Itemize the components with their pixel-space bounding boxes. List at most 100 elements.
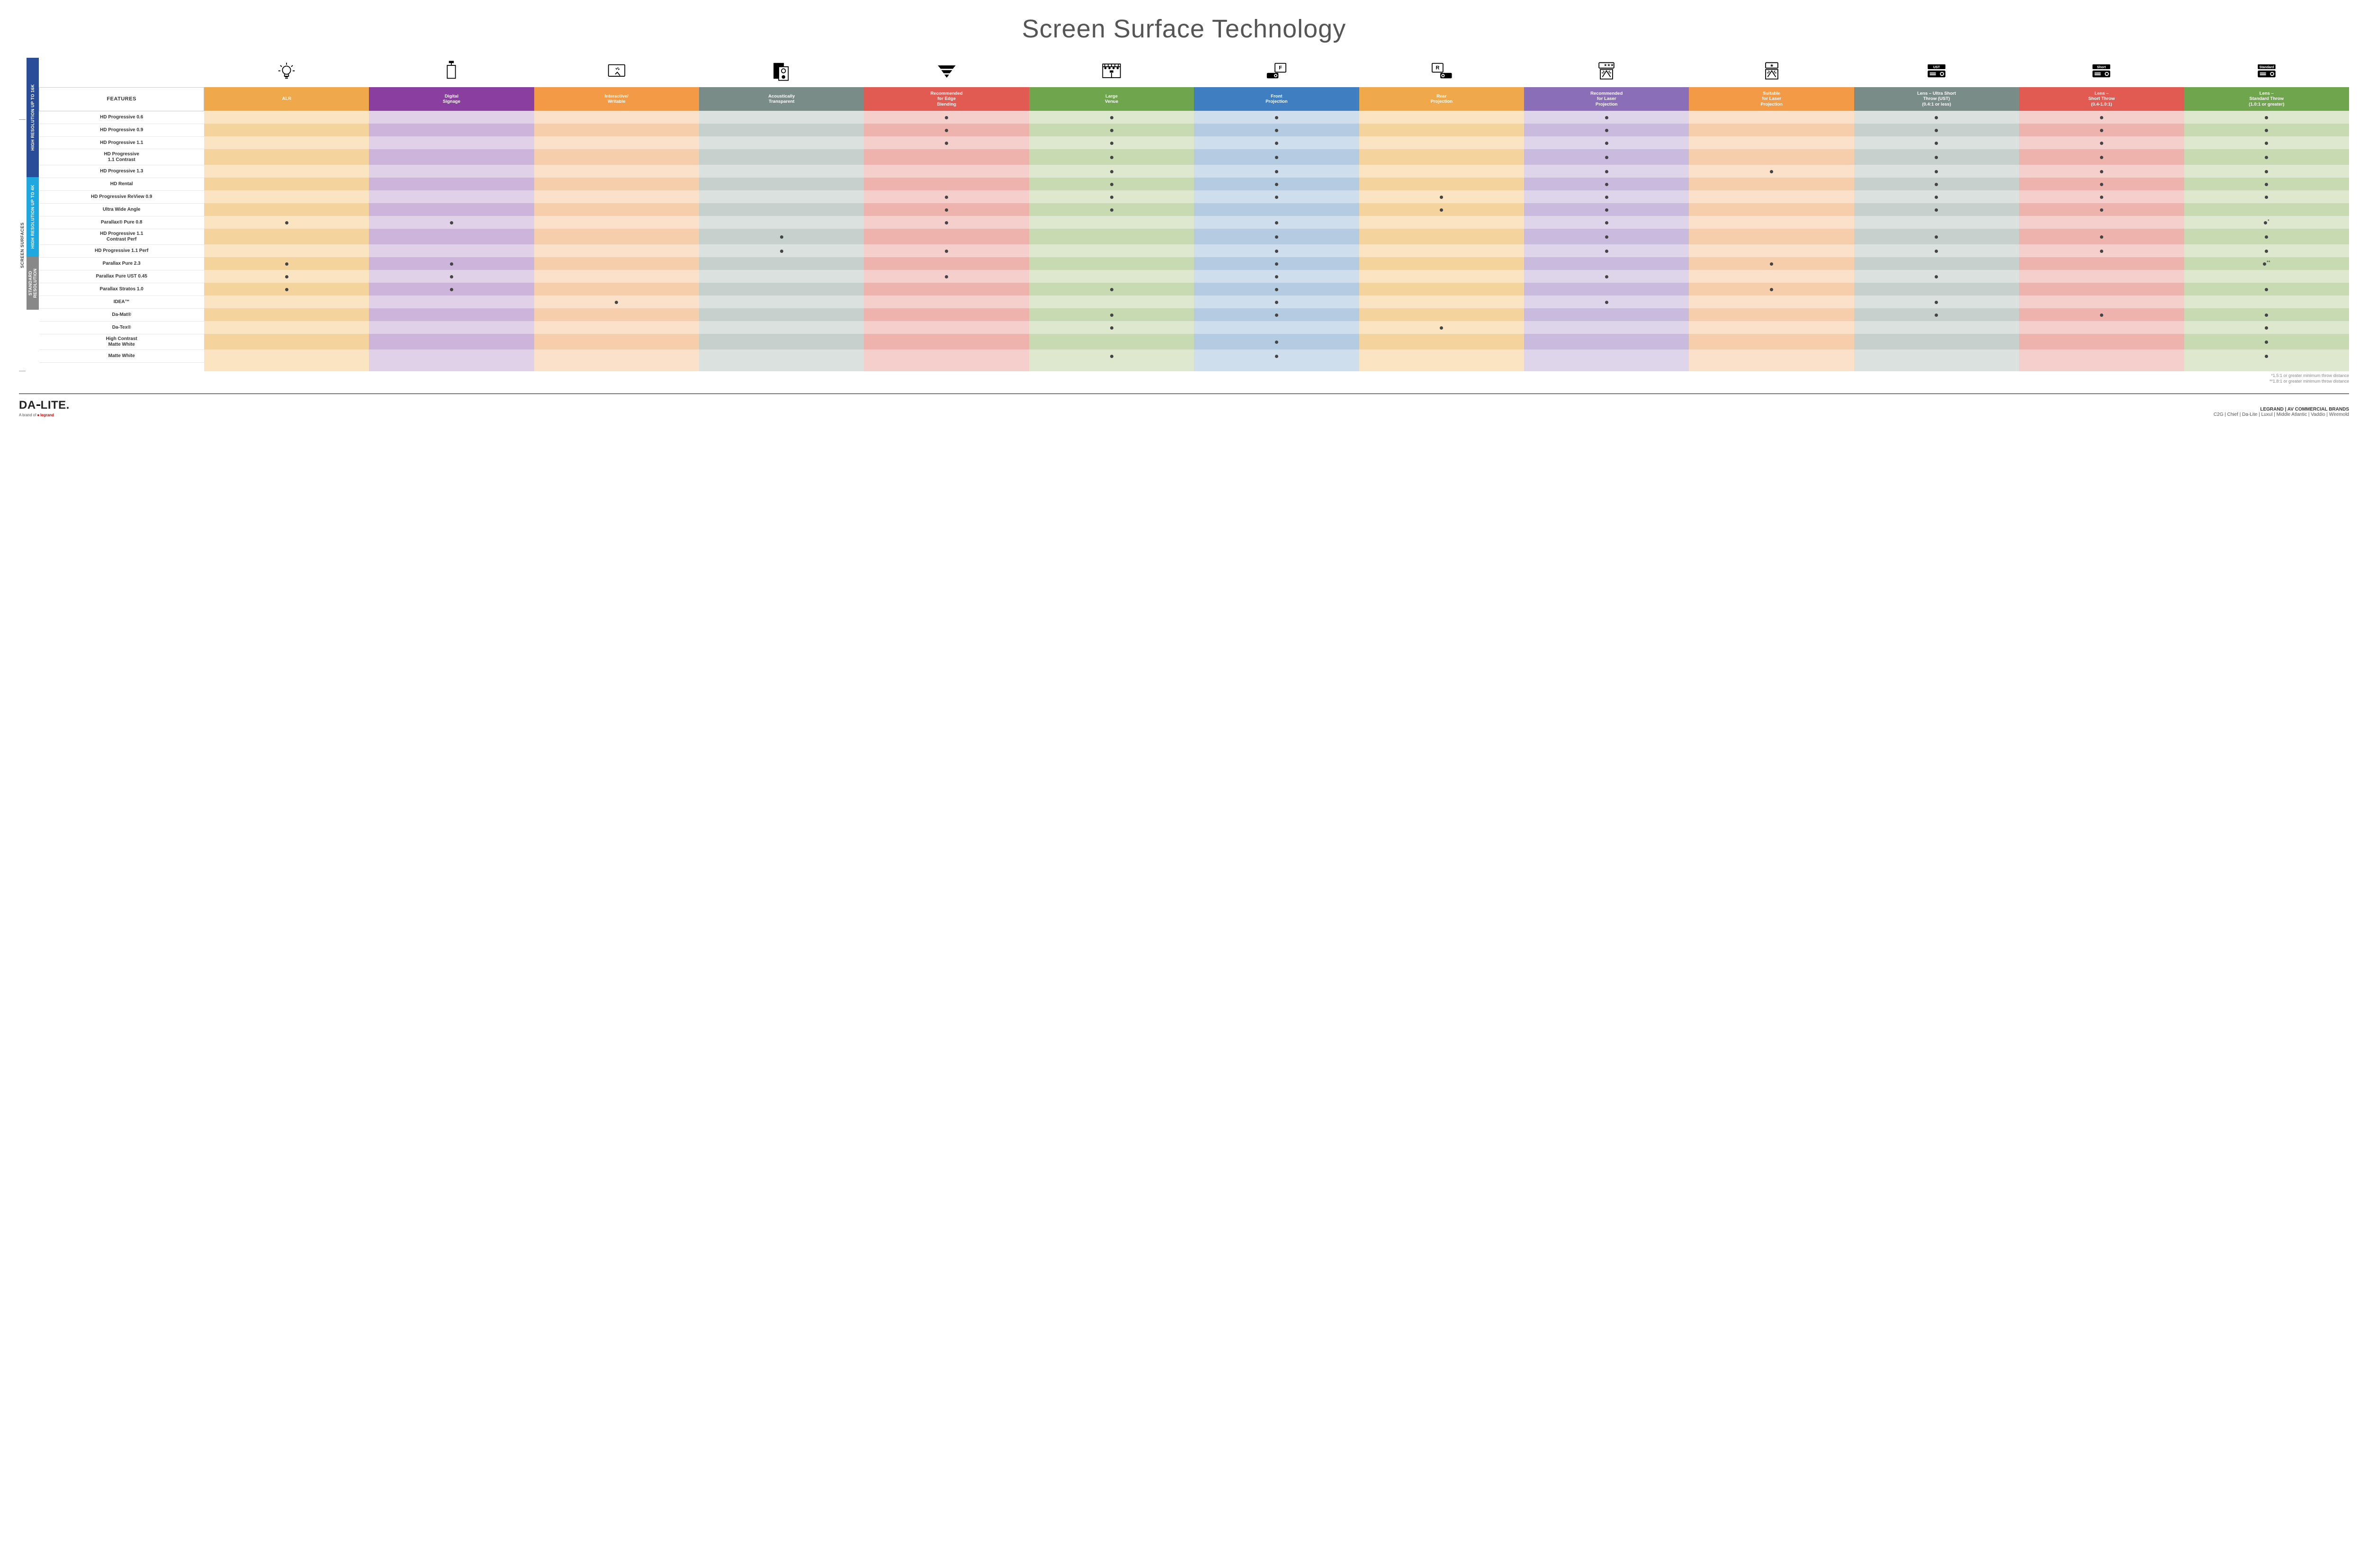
- cell-6-11: [2019, 190, 2184, 203]
- footer-brands: LEGRAND | AV COMMERCIAL BRANDS C2G | Chi…: [2214, 407, 2349, 417]
- svg-text:Short: Short: [2097, 65, 2106, 69]
- table-row: HD Progressive ReView 0.9: [39, 190, 2350, 203]
- cell-2-7: [1359, 136, 1524, 149]
- cell-16-5: [1029, 321, 1194, 334]
- cell-18-8: [1524, 349, 1689, 362]
- cell-6-12: [2184, 190, 2349, 203]
- cell-14-4: [864, 296, 1029, 308]
- cell-6-1: [369, 190, 534, 203]
- table-row: HD Progressive 1.1: [39, 136, 2350, 149]
- table-row: Ultra Wide Angle: [39, 203, 2350, 216]
- cell-1-3: [699, 124, 864, 136]
- cell-9-9: [1689, 229, 1854, 244]
- table-row: HD Progressive1.1 Contrast: [39, 149, 2350, 165]
- cell-2-1: [369, 136, 534, 149]
- cell-17-5: [1029, 334, 1194, 349]
- header-row: FEATURESALRDigitalSignageInteractive/Wri…: [39, 87, 2350, 111]
- cell-9-4: [864, 229, 1029, 244]
- cell-5-10: [1854, 178, 2019, 190]
- row-label-1: HD Progressive 0.9: [39, 124, 204, 136]
- cell-9-6: [1194, 229, 1359, 244]
- cell-4-12: [2184, 165, 2349, 178]
- row-label-0: HD Progressive 0.6: [39, 111, 204, 124]
- cell-17-2: [534, 334, 699, 349]
- cell-5-7: [1359, 178, 1524, 190]
- cell-8-0: [204, 216, 369, 229]
- row-label-10: HD Progressive 1.1 Perf: [39, 244, 204, 257]
- cell-9-12: [2184, 229, 2349, 244]
- cell-9-0: [204, 229, 369, 244]
- cell-1-12: [2184, 124, 2349, 136]
- cell-5-4: [864, 178, 1029, 190]
- icon-row: FR★★★★USTShortStandard: [39, 58, 2350, 87]
- cell-11-2: [534, 257, 699, 270]
- cell-7-4: [864, 203, 1029, 216]
- cell-15-9: [1689, 308, 1854, 321]
- row-label-12: Parallax Pure UST 0.45: [39, 270, 204, 283]
- cell-8-10: [1854, 216, 2019, 229]
- cell-16-0: [204, 321, 369, 334]
- cell-11-12: **: [2184, 257, 2349, 270]
- cell-9-5: [1029, 229, 1194, 244]
- cell-7-2: [534, 203, 699, 216]
- cell-8-9: [1689, 216, 1854, 229]
- cell-9-7: [1359, 229, 1524, 244]
- cell-0-9: [1689, 111, 1854, 124]
- features-header: FEATURES: [39, 87, 204, 111]
- cell-0-7: [1359, 111, 1524, 124]
- cell-13-5: [1029, 283, 1194, 296]
- cell-5-3: [699, 178, 864, 190]
- cell-14-0: [204, 296, 369, 308]
- cell-7-12: [2184, 203, 2349, 216]
- cell-15-3: [699, 308, 864, 321]
- col-icon-11: Short: [2019, 58, 2184, 87]
- cell-6-0: [204, 190, 369, 203]
- cell-8-3: [699, 216, 864, 229]
- cell-7-5: [1029, 203, 1194, 216]
- row-label-4: HD Progressive 1.3: [39, 165, 204, 178]
- cell-16-4: [864, 321, 1029, 334]
- cell-1-6: [1194, 124, 1359, 136]
- cell-3-5: [1029, 149, 1194, 165]
- table-row: IDEA™: [39, 296, 2350, 308]
- svg-text:R: R: [1435, 65, 1439, 71]
- col-header-11: Lens –Short Throw(0.4-1.0:1): [2019, 87, 2184, 111]
- table-row: HD Progressive 0.6: [39, 111, 2350, 124]
- row-label-16: Da-Tex®: [39, 321, 204, 334]
- cell-1-1: [369, 124, 534, 136]
- cell-13-12: [2184, 283, 2349, 296]
- row-label-15: Da-Mat®: [39, 308, 204, 321]
- cell-16-6: [1194, 321, 1359, 334]
- cell-18-7: [1359, 349, 1524, 362]
- cell-3-10: [1854, 149, 2019, 165]
- cell-13-9: [1689, 283, 1854, 296]
- col-icon-3: [699, 58, 864, 87]
- svg-text:UST: UST: [1933, 65, 1940, 69]
- table-row: Da-Tex®: [39, 321, 2350, 334]
- cell-6-9: [1689, 190, 1854, 203]
- cell-2-12: [2184, 136, 2349, 149]
- cell-10-9: [1689, 244, 1854, 257]
- cell-4-8: [1524, 165, 1689, 178]
- cell-16-7: [1359, 321, 1524, 334]
- cell-3-2: [534, 149, 699, 165]
- brands-title: LEGRAND | AV COMMERCIAL BRANDS: [2214, 407, 2349, 412]
- cell-11-9: [1689, 257, 1854, 270]
- cell-1-9: [1689, 124, 1854, 136]
- col-header-4: Recommendedfor EdgeBlending: [864, 87, 1029, 111]
- col-icon-8: ★★★: [1524, 58, 1689, 87]
- cell-13-10: [1854, 283, 2019, 296]
- cell-3-7: [1359, 149, 1524, 165]
- footer: DALITE. A brand of ■ legrand LEGRAND | A…: [19, 394, 2349, 417]
- cell-15-4: [864, 308, 1029, 321]
- cell-7-10: [1854, 203, 2019, 216]
- cell-14-8: [1524, 296, 1689, 308]
- cell-8-2: [534, 216, 699, 229]
- cell-1-11: [2019, 124, 2184, 136]
- table-row: Parallax Pure 2.3**: [39, 257, 2350, 270]
- table-row: HD Progressive 0.9: [39, 124, 2350, 136]
- cell-10-4: [864, 244, 1029, 257]
- cell-13-8: [1524, 283, 1689, 296]
- table-row: High ContrastMatte White: [39, 334, 2350, 349]
- cell-3-4: [864, 149, 1029, 165]
